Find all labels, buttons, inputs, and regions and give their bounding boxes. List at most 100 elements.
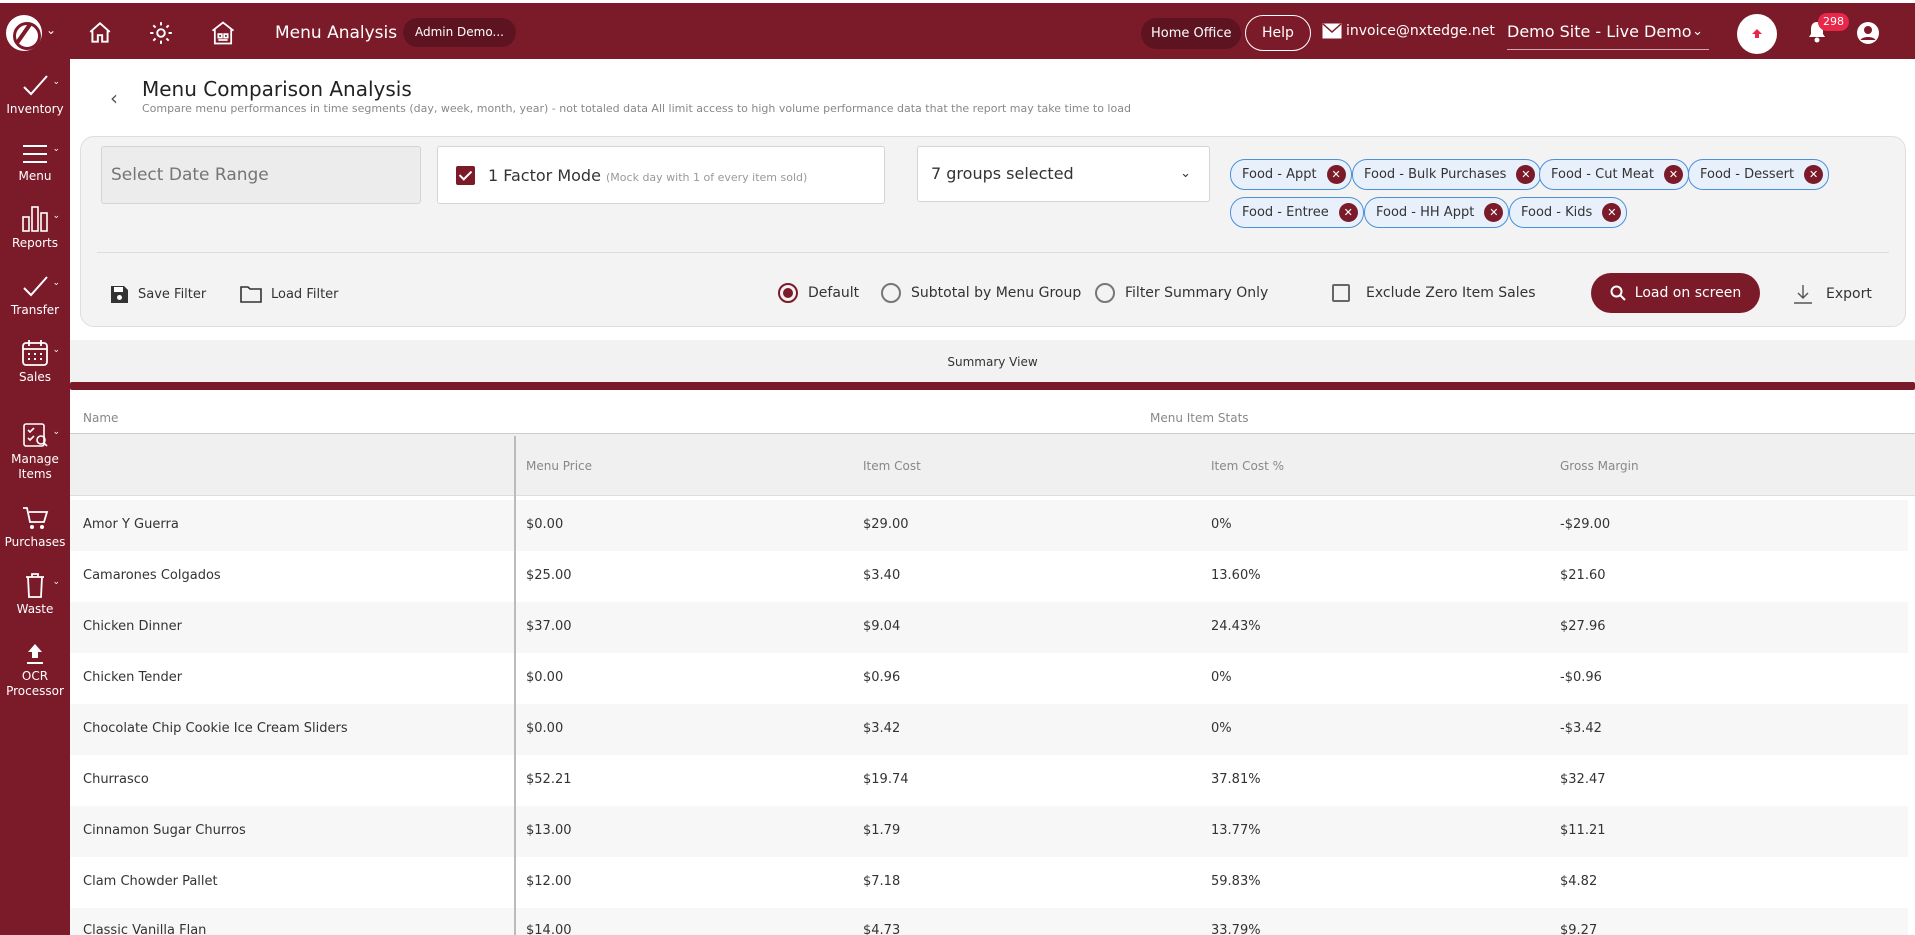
exclude-zero-toggle[interactable]: Exclude Zero Item Sales xyxy=(1332,284,1536,302)
cell-gross-margin: -$29.00 xyxy=(1560,517,1611,532)
sidebar-item-label: OCR Processor xyxy=(6,669,64,698)
menu-icon xyxy=(23,145,47,163)
menu-groups-select[interactable]: 7 groups selected ⌄ xyxy=(917,146,1210,202)
cell-menu-price: $12.00 xyxy=(526,874,572,889)
sidebar-item-purchases[interactable]: Purchases xyxy=(0,500,70,550)
export-button[interactable]: Export xyxy=(1792,283,1872,305)
cell-item-cost-pct: 13.60% xyxy=(1211,568,1261,583)
cell-gross-margin: $21.60 xyxy=(1560,568,1606,583)
email-text: invoice@nxtedge.net xyxy=(1346,23,1495,39)
date-range-input[interactable] xyxy=(102,147,420,203)
cell-item-cost: $3.40 xyxy=(863,568,901,583)
bar-chart-icon xyxy=(22,206,48,232)
home-office-button[interactable]: Home Office xyxy=(1141,18,1242,49)
site-select[interactable]: Demo Site - Live Demo ⌄ xyxy=(1507,22,1709,50)
factor-mode-text: 1 Factor Mode xyxy=(488,166,601,185)
sidebar-item-inventory[interactable]: ⌄ Inventory xyxy=(0,67,70,117)
cell-name: Amor Y Guerra xyxy=(83,517,179,532)
admin-pill[interactable]: Admin Demo... xyxy=(403,18,516,47)
user-icon[interactable] xyxy=(1856,21,1880,49)
save-filter-button[interactable]: Save Filter xyxy=(110,285,206,304)
load-filter-label: Load Filter xyxy=(271,286,339,302)
cell-name: Chicken Tender xyxy=(83,670,183,685)
sidebar-item-label: Menu xyxy=(18,169,52,183)
column-header-item-cost-pct[interactable]: Item Cost % xyxy=(1211,459,1285,473)
name-column-divider xyxy=(514,436,516,935)
sidebar-item-sales[interactable]: ⌄ Sales xyxy=(0,335,70,385)
sidebar-item-menu[interactable]: ⌄ Menu xyxy=(0,134,70,184)
load-filter-button[interactable]: Load Filter xyxy=(240,285,339,303)
sidebar-item-waste[interactable]: ⌄ Waste xyxy=(0,567,70,617)
home-icon[interactable] xyxy=(84,17,116,49)
back-chevron-icon[interactable]: ‹ xyxy=(110,86,118,110)
remove-chip-icon[interactable]: ✕ xyxy=(1602,203,1622,222)
radio-summary-indicator[interactable] xyxy=(1095,283,1115,303)
chevron-down-icon[interactable]: ⌄ xyxy=(46,23,57,37)
folder-icon xyxy=(240,286,262,303)
check-icon xyxy=(23,75,48,96)
store-icon[interactable] xyxy=(207,17,239,49)
summary-view-label: Summary View xyxy=(947,355,1038,369)
remove-chip-icon[interactable]: ✕ xyxy=(1326,165,1346,184)
date-range-field[interactable] xyxy=(101,146,421,204)
remove-chip-icon[interactable]: ✕ xyxy=(1804,165,1824,184)
remove-chip-icon[interactable]: ✕ xyxy=(1338,203,1358,222)
upload-icon xyxy=(27,644,43,664)
cell-item-cost: $29.00 xyxy=(863,517,909,532)
sidebar-item-label: Purchases xyxy=(4,535,66,549)
sidebar: ⌄ Inventory ⌄ Menu ⌄ Reports ⌄ Transfer … xyxy=(0,59,70,935)
summary-view-tab[interactable]: Summary View xyxy=(70,340,1915,382)
cell-gross-margin: $27.96 xyxy=(1560,619,1606,634)
email-link[interactable]: invoice@nxtedge.net xyxy=(1322,23,1495,39)
sidebar-item-manage-items[interactable]: ⌄ Manage Items xyxy=(0,417,70,482)
factor-mode-checkbox[interactable] xyxy=(456,166,475,185)
table-row: Chocolate Chip Cookie Ice Cream Sliders … xyxy=(70,704,1908,755)
radio-subtotal[interactable]: Subtotal by Menu Group xyxy=(881,283,1081,303)
upload-button[interactable] xyxy=(1737,14,1777,54)
chip-label: Food - Entree xyxy=(1242,205,1329,220)
notification-badge: 298 xyxy=(1818,13,1849,31)
radio-default[interactable]: Default xyxy=(778,283,859,303)
name-column-header[interactable]: Name xyxy=(83,411,119,425)
cell-name: Chocolate Chip Cookie Ice Cream Sliders xyxy=(83,721,348,736)
remove-chip-icon[interactable]: ✕ xyxy=(1484,203,1504,222)
sidebar-item-ocr-processor[interactable]: OCR Processor xyxy=(0,634,70,699)
load-on-screen-button[interactable]: Load on screen xyxy=(1591,273,1760,313)
remove-chip-icon[interactable]: ✕ xyxy=(1663,165,1683,184)
factor-mode-toggle[interactable]: 1 Factor Mode (Mock day with 1 of every … xyxy=(437,146,885,204)
table-row: Camarones Colgados $25.00 $3.40 13.60% $… xyxy=(70,551,1908,602)
table-row: Chicken Tender $0.00 $0.96 0% -$0.96 xyxy=(70,653,1908,704)
factor-mode-label: 1 Factor Mode (Mock day with 1 of every … xyxy=(488,166,807,185)
sidebar-item-label: Waste xyxy=(16,602,54,616)
filter-divider xyxy=(97,252,1889,253)
sidebar-item-reports[interactable]: ⌄ Reports xyxy=(0,201,70,251)
radio-subtotal-indicator[interactable] xyxy=(881,283,901,303)
page-subtitle: Compare menu performances in time segmen… xyxy=(142,102,1131,115)
column-header-gross-margin[interactable]: Gross Margin xyxy=(1560,459,1639,473)
sidebar-item-transfer[interactable]: ⌄ Transfer xyxy=(0,268,70,318)
help-button[interactable]: Help xyxy=(1245,15,1311,51)
cell-item-cost-pct: 24.43% xyxy=(1211,619,1261,634)
column-header-menu-price[interactable]: Menu Price xyxy=(526,459,593,473)
table-row: Cinnamon Sugar Churros $13.00 $1.79 13.7… xyxy=(70,806,1908,857)
column-header-item-cost[interactable]: Item Cost xyxy=(863,459,921,473)
cell-item-cost: $9.04 xyxy=(863,619,901,634)
menu-groups-value: 7 groups selected xyxy=(931,164,1074,183)
app-logo[interactable] xyxy=(6,15,42,51)
site-select-value: Demo Site - Live Demo xyxy=(1507,22,1692,41)
exclude-zero-checkbox[interactable] xyxy=(1332,284,1350,302)
radio-summary-only[interactable]: Filter Summary Only xyxy=(1095,283,1268,303)
radio-summary-label: Filter Summary Only xyxy=(1125,285,1269,301)
top-bar: ⌄ Menu Analysis Admin Demo... Home Offic… xyxy=(0,0,1915,59)
table-row: Amor Y Guerra $0.00 $29.00 0% -$29.00 xyxy=(70,500,1908,551)
chip-label: Food - Bulk Purchases xyxy=(1364,167,1507,182)
mail-icon xyxy=(1322,23,1342,39)
cell-name: Camarones Colgados xyxy=(83,568,221,583)
cell-item-cost-pct: 37.81% xyxy=(1211,772,1261,787)
sidebar-item-label: Reports xyxy=(11,236,59,250)
gear-icon[interactable] xyxy=(145,17,177,49)
chip-label: Food - Kids xyxy=(1521,205,1593,220)
remove-chip-icon[interactable]: ✕ xyxy=(1516,165,1536,184)
chip-label: Food - HH Appt xyxy=(1376,205,1475,220)
radio-default-indicator[interactable] xyxy=(778,283,798,303)
